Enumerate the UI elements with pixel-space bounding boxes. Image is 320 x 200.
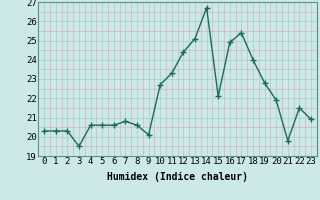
X-axis label: Humidex (Indice chaleur): Humidex (Indice chaleur) [107, 172, 248, 182]
